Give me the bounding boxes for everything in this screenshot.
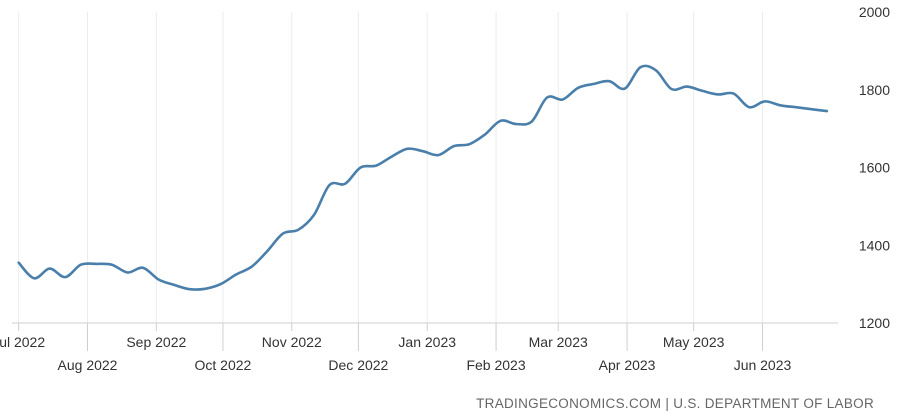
x-tick-label: Aug 2022 bbox=[58, 357, 118, 373]
y-tick-label: 1800 bbox=[859, 82, 890, 98]
x-tick-label: May 2023 bbox=[663, 334, 725, 350]
x-tick-label: Sep 2022 bbox=[126, 334, 186, 350]
y-tick-label: 2000 bbox=[859, 4, 890, 20]
y-axis: 1200 1400 1600 1800 2000 bbox=[859, 4, 890, 331]
grid-lines bbox=[18, 12, 764, 323]
x-tick-label: Mar 2023 bbox=[529, 334, 588, 350]
series-line bbox=[17, 64, 829, 291]
series-layer bbox=[17, 64, 829, 291]
source-attribution: TRADINGECONOMICS.COM | U.S. DEPARTMENT O… bbox=[476, 396, 874, 411]
y-tick-label: 1400 bbox=[859, 237, 890, 253]
x-tick-label: Jul 2022 bbox=[0, 334, 45, 350]
x-axis: Jul 2022 Aug 2022 Sep 2022 Oct 2022 Nov 2022… bbox=[0, 322, 838, 373]
x-tick-label: Nov 2022 bbox=[262, 334, 322, 350]
y-tick-label: 1600 bbox=[859, 160, 890, 176]
y-tick-label: 1200 bbox=[859, 315, 890, 331]
x-tick-label: Dec 2022 bbox=[328, 357, 388, 373]
x-tick-label: Oct 2022 bbox=[195, 357, 252, 373]
x-tick-label: Feb 2023 bbox=[466, 357, 525, 373]
x-tick-label: Jan 2023 bbox=[398, 334, 456, 350]
x-tick-label: Jun 2023 bbox=[734, 357, 792, 373]
x-tick-label: Apr 2023 bbox=[599, 357, 656, 373]
